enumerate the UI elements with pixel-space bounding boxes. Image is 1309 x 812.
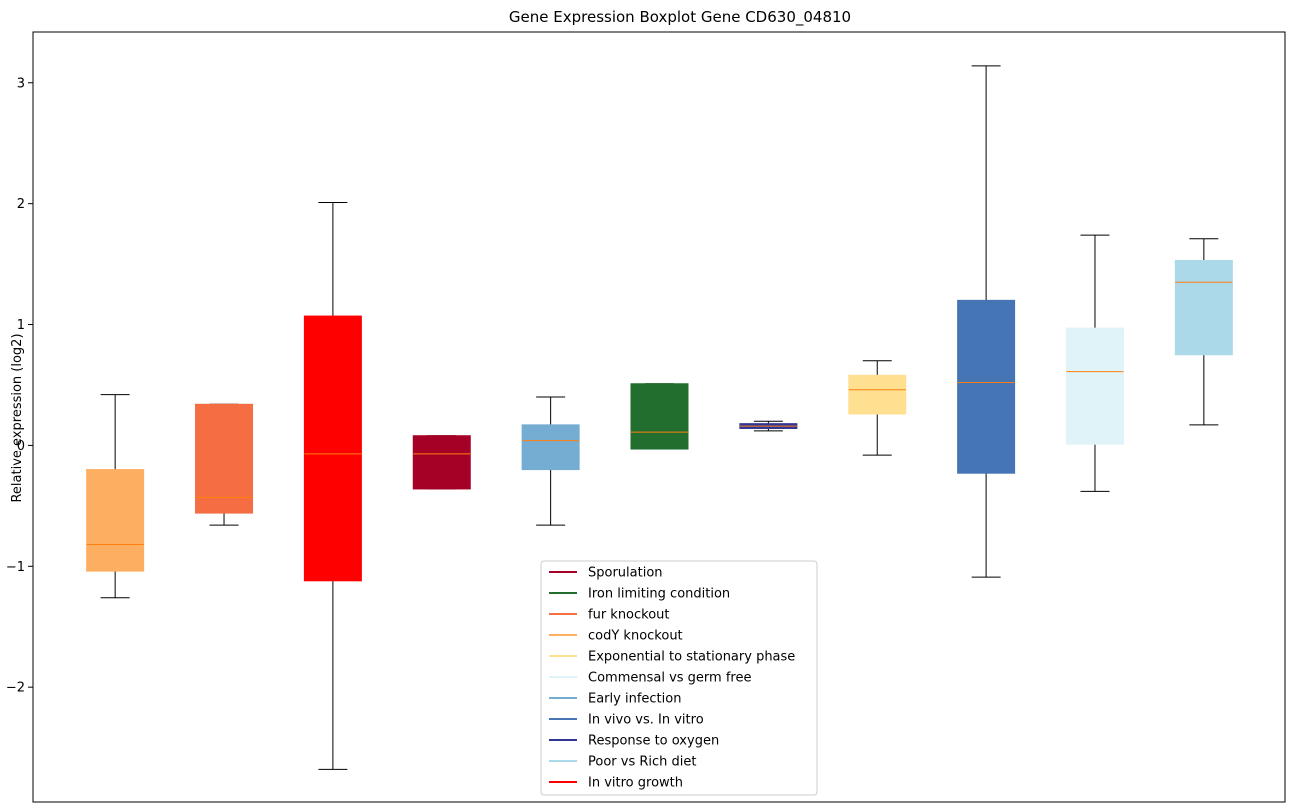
legend-label: fur knockout (588, 608, 670, 623)
legend-frame (540, 560, 818, 796)
iqr-box (412, 435, 471, 490)
y-tick-label: 2 (17, 197, 25, 212)
box-group (957, 65, 1016, 578)
iqr-box (957, 299, 1016, 474)
y-tick-label: 0 (17, 439, 25, 454)
chart-title: Gene Expression Boxplot Gene CD630_04810 (509, 8, 851, 27)
y-tick-label: −1 (6, 560, 25, 575)
legend-item: Response to oxygen (549, 734, 719, 749)
box-group (848, 360, 907, 456)
iqr-box (848, 374, 907, 415)
iqr-box (86, 469, 145, 572)
y-axis-label: Relative expression (log2) (10, 333, 25, 502)
legend-item: fur knockout (549, 608, 670, 623)
legend-item: Sporulation (549, 566, 663, 581)
box-group (739, 420, 798, 432)
legend-label: Poor vs Rich diet (588, 755, 696, 770)
legend-label: Commensal vs germ free (588, 671, 751, 686)
legend-item: Commensal vs germ free (549, 671, 751, 686)
legend-item: codY knockout (549, 629, 683, 644)
box-group (86, 394, 145, 599)
legend: Sporulation Iron limiting condition fur kn… (540, 560, 818, 796)
box-group (1065, 234, 1124, 492)
legend-label: In vivo vs. In vitro (588, 713, 704, 728)
legend-label: codY knockout (588, 629, 683, 644)
box-group (195, 403, 254, 526)
box-group (303, 201, 362, 770)
y-tick-label: −2 (6, 681, 25, 696)
box-group (521, 396, 580, 526)
legend-item: In vivo vs. In vitro (549, 713, 704, 728)
box-group (412, 435, 471, 490)
legend-label: Iron limiting condition (588, 587, 730, 602)
legend-label: Sporulation (588, 566, 663, 581)
legend-item: Exponential to stationary phase (549, 650, 795, 665)
legend-item: In vitro growth (549, 776, 683, 791)
iqr-box (1065, 327, 1124, 445)
boxplot-boxes (86, 65, 1233, 770)
y-tick-label: 3 (17, 76, 25, 91)
legend-item: Iron limiting condition (549, 587, 730, 602)
box-group (630, 383, 689, 450)
box-group (1174, 238, 1233, 426)
iqr-box (303, 315, 362, 582)
iqr-box (1174, 259, 1233, 356)
legend-label: Exponential to stationary phase (588, 650, 795, 665)
iqr-box (195, 403, 254, 514)
y-tick-label: 1 (17, 318, 25, 333)
y-axis: −2 −1 0 1 2 3 (6, 76, 33, 696)
plot-frame (32, 31, 1286, 803)
iqr-box (521, 424, 580, 471)
legend-label: In vitro growth (588, 776, 683, 791)
legend-label: Early infection (588, 692, 681, 707)
legend-item: Early infection (549, 692, 681, 707)
legend-item: Poor vs Rich diet (549, 755, 696, 770)
iqr-box (630, 383, 689, 450)
legend-label: Response to oxygen (588, 734, 719, 749)
